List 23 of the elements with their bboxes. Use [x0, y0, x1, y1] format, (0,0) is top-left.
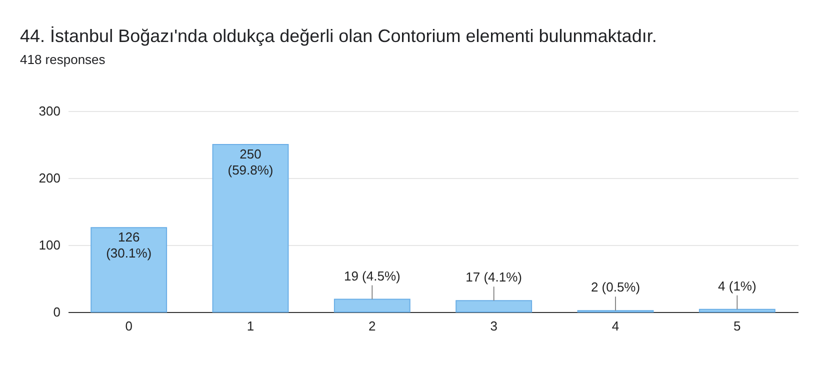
y-tick-label: 100: [38, 238, 60, 252]
x-tick-label: 2: [368, 318, 376, 334]
x-tick-label: 5: [734, 318, 741, 334]
bar: [698, 308, 776, 312]
y-tick-label: 200: [38, 170, 60, 186]
data-label: 126 (30.1%): [106, 230, 152, 261]
x-tick-label: 4: [612, 318, 620, 334]
y-tick-label: 0: [53, 304, 60, 320]
chart-title: 44. İstanbul Boğazı'nda oldukça değerli olan Contorium elementi bulunmaktadır.: [20, 26, 657, 46]
chart-subtitle: 418 responses: [20, 52, 106, 67]
data-label: 2 (0.5%): [590, 280, 640, 295]
y-tick-label: 300: [38, 104, 60, 118]
x-tick-label: 3: [490, 318, 498, 334]
data-label: 4 (1%): [718, 278, 756, 294]
data-label: 19 (4.5%): [344, 268, 400, 284]
data-label: 17 (4.1%): [466, 270, 522, 285]
bar: [334, 298, 410, 312]
x-tick-label: 1: [246, 318, 254, 334]
data-label: 250 (59.8%): [228, 146, 274, 178]
bar: [90, 227, 168, 312]
bar: [212, 144, 289, 312]
x-tick-label: 0: [125, 318, 132, 334]
bar: [456, 300, 532, 312]
